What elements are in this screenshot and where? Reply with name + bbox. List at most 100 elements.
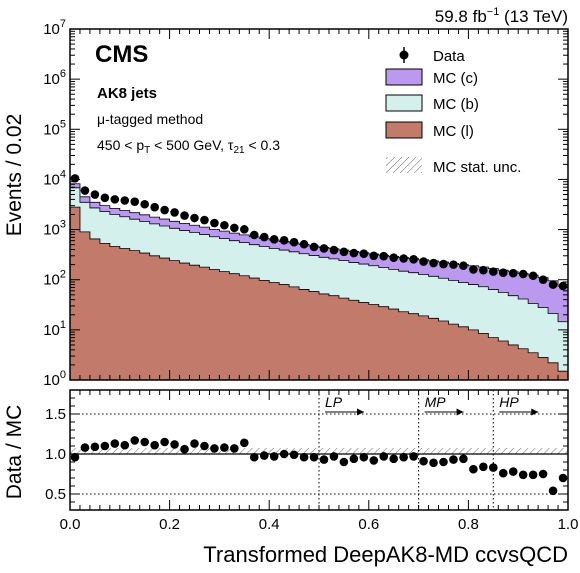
bar-mc-l [219,271,230,380]
bar-mc-l [378,306,390,380]
bar-mc-b [548,313,559,380]
ratio-point [130,436,140,445]
data-point [150,202,159,212]
jets-label: AK8 jets [97,85,157,102]
data-point [349,248,359,258]
ratio-point [429,458,438,468]
bar-mc-l [319,293,330,380]
data-point [279,236,289,245]
bar-mc-l [458,326,469,380]
bar-mc-l [169,260,180,380]
data-point [120,196,130,205]
bar-mc-l [518,348,529,380]
bar-mc-l [289,286,300,380]
legend-swatch-mc-c [385,68,423,86]
legend-swatch-mc-l [385,121,423,139]
ratio-point [319,455,329,464]
ratio-point [498,468,508,478]
bar-mc-l [259,280,270,380]
ratio-point [70,452,80,462]
y-tick-label: 101 [43,319,66,339]
legend-unc-label: MC stat. unc. [433,159,521,176]
bar-mc-l [548,362,559,380]
bar-mc-l [468,329,479,380]
legend-swatch-unc [386,157,422,173]
cuts-label: 450 < pT < 500 GeV, τ21 < 0.3 [97,137,280,156]
ratio-point [329,452,339,461]
bar-mc-l [119,248,131,380]
stacked-histogram [70,183,569,380]
bar-mc-l [199,267,210,380]
ratio-point [160,437,169,447]
ratio-point [469,464,478,474]
legend-entry-mc-l: MC (l) [385,121,474,140]
legend-data-marker [399,50,409,60]
ratio-point [538,469,548,479]
ratio-point [299,452,309,462]
ratio-point [419,456,428,466]
method-label: μ-tagged method [97,111,203,127]
bar-mc-l [309,291,320,380]
legend-swatch-mc-b [385,94,423,112]
data-point [140,199,149,209]
data-point [210,218,219,228]
legend: Data MC (c) MC (b) MC (l) MC stat. unc. [385,47,521,176]
bar-mc-l [368,304,380,380]
histogram-mc-l [70,206,569,380]
bar-mc-l [338,298,350,380]
bar-mc-l [79,231,91,380]
top-panel: 100 101 102 103 104 105 106 107 [43,18,569,389]
data-point [269,234,279,244]
bar-mc-l [478,333,489,380]
ratio-point [80,443,90,452]
data-point [429,258,438,268]
ratio-point [449,455,458,464]
ratio-point [459,454,468,464]
data-point [369,251,379,261]
bar-mc-b [558,321,569,380]
legend-mc-l-label: MC (l) [433,123,474,140]
y-tick-label: 105 [43,118,66,138]
lumi-label: 59.8 fb−1 (13 TeV) [435,6,568,26]
ratio-point [259,451,269,460]
bar-mc-l [558,371,569,380]
y-tick-label: 106 [43,68,66,88]
bar-mc-l [438,321,449,380]
ratio-points [70,436,568,496]
wp-label-hp: HP [499,394,519,410]
bar-mc-l [89,238,101,380]
ratio-point [140,437,149,447]
data-point [419,257,428,266]
ratio-point [180,444,189,454]
ratio-point [349,454,359,464]
ratio-point [508,467,518,476]
ratio-point [220,443,229,452]
data-point [538,275,548,285]
data-point [200,215,209,225]
bar-mc-l [508,344,519,380]
legend-entry-mc-c: MC (c) [385,68,478,87]
x-tick-label: 0.4 [259,516,280,533]
data-point [399,254,408,263]
ratio-panel: LP MP HP 0.5 1.0 1.5 [45,389,569,511]
data-point [489,267,498,276]
bar-mc-l [189,265,200,380]
bar-mc-l [488,337,499,380]
ratio-point [309,452,319,462]
data-point [498,268,508,278]
ratio-point [379,452,389,461]
data-point [518,269,528,279]
x-tick-label: 0.6 [358,516,379,533]
data-point [70,174,80,183]
bar-mc-b [508,295,519,380]
data-point [90,190,100,199]
data-point [80,186,90,195]
ratio-point [269,452,279,461]
bar-mc-l [139,253,151,380]
bar-mc-l [179,263,190,380]
ratio-point [389,454,399,464]
outline-mc-b [70,187,568,323]
data-point [319,244,329,253]
bar-mc-b [488,289,499,380]
